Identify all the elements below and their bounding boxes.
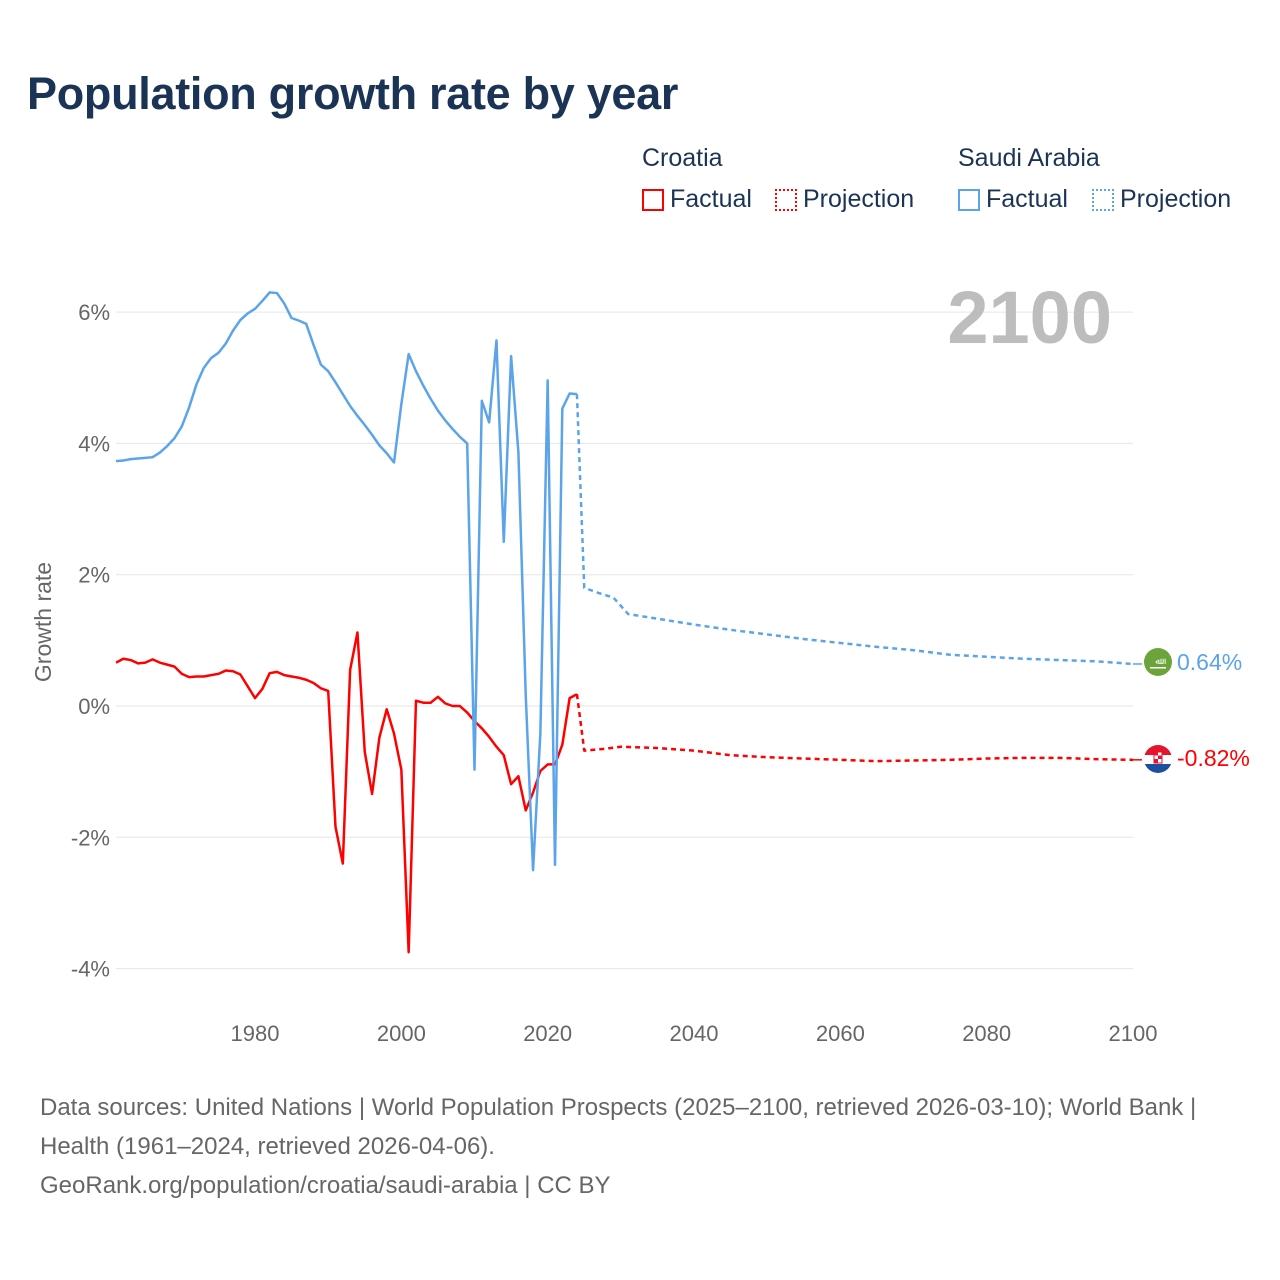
croatia-factual-line bbox=[115, 631, 578, 954]
legend-label: Factual bbox=[986, 185, 1068, 213]
y-tick-label: 0% bbox=[78, 694, 110, 719]
legend-label: Factual bbox=[670, 185, 752, 213]
legend-swatch-dotted bbox=[1092, 188, 1114, 211]
legend-label: Projection bbox=[803, 185, 915, 213]
legend-label: Projection bbox=[1120, 185, 1232, 213]
legend-saudi-heading: Saudi Arabia bbox=[958, 144, 1100, 172]
saudi-arabia-projection-line bbox=[575, 394, 1134, 666]
y-tick-label: 6% bbox=[78, 300, 110, 325]
y-tick-label: -2% bbox=[71, 825, 110, 850]
y-tick-label: -4% bbox=[71, 957, 110, 982]
legend-croatia-heading: Croatia bbox=[642, 144, 723, 172]
x-tick-label: 2040 bbox=[670, 1021, 719, 1046]
x-tick-label: 2060 bbox=[816, 1021, 865, 1046]
legend-croatia-projection[interactable]: Projection bbox=[775, 185, 914, 214]
legend-croatia-factual[interactable]: Factual bbox=[642, 185, 752, 214]
footer: Data sources: United Nations | World Pop… bbox=[40, 1088, 1240, 1205]
y-tick-label: 4% bbox=[78, 431, 110, 456]
line-chart: 6%4%2%0%-2%-4% 2100 Growth rate ﷲ 0.64% … bbox=[30, 276, 1250, 1046]
saudi-arabia-factual-line bbox=[115, 291, 578, 872]
x-tick-label: 2000 bbox=[377, 1021, 426, 1046]
chart-title: Population growth rate by year bbox=[27, 68, 679, 119]
legend-swatch-solid bbox=[958, 188, 980, 211]
x-tick-label: 2100 bbox=[1109, 1021, 1158, 1046]
croatia-flag-icon bbox=[1144, 745, 1172, 773]
x-tick-label: 1980 bbox=[231, 1021, 280, 1046]
current-year-label: 2100 bbox=[947, 276, 1112, 359]
x-tick-label: 2080 bbox=[962, 1021, 1011, 1046]
legend-saudi-factual[interactable]: Factual bbox=[958, 185, 1068, 214]
saudi-end-value: 0.64% bbox=[1177, 649, 1242, 675]
saudi-flag-icon: ﷲ bbox=[1144, 648, 1172, 676]
legend-saudi-projection[interactable]: Projection bbox=[1092, 185, 1231, 214]
croatia-end-value: -0.82% bbox=[1177, 745, 1250, 771]
y-tick-label: 2% bbox=[78, 563, 110, 588]
legend-swatch-dotted bbox=[775, 188, 797, 211]
croatia-projection-line bbox=[575, 694, 1134, 763]
x-tick-label: 2020 bbox=[523, 1021, 572, 1046]
y-axis-label: Growth rate bbox=[30, 562, 56, 682]
data-sources: Data sources: United Nations | World Pop… bbox=[40, 1094, 1197, 1160]
credit-link[interactable]: GeoRank.org/population/croatia/saudi-ara… bbox=[40, 1172, 611, 1199]
legend-swatch-solid bbox=[642, 188, 664, 211]
